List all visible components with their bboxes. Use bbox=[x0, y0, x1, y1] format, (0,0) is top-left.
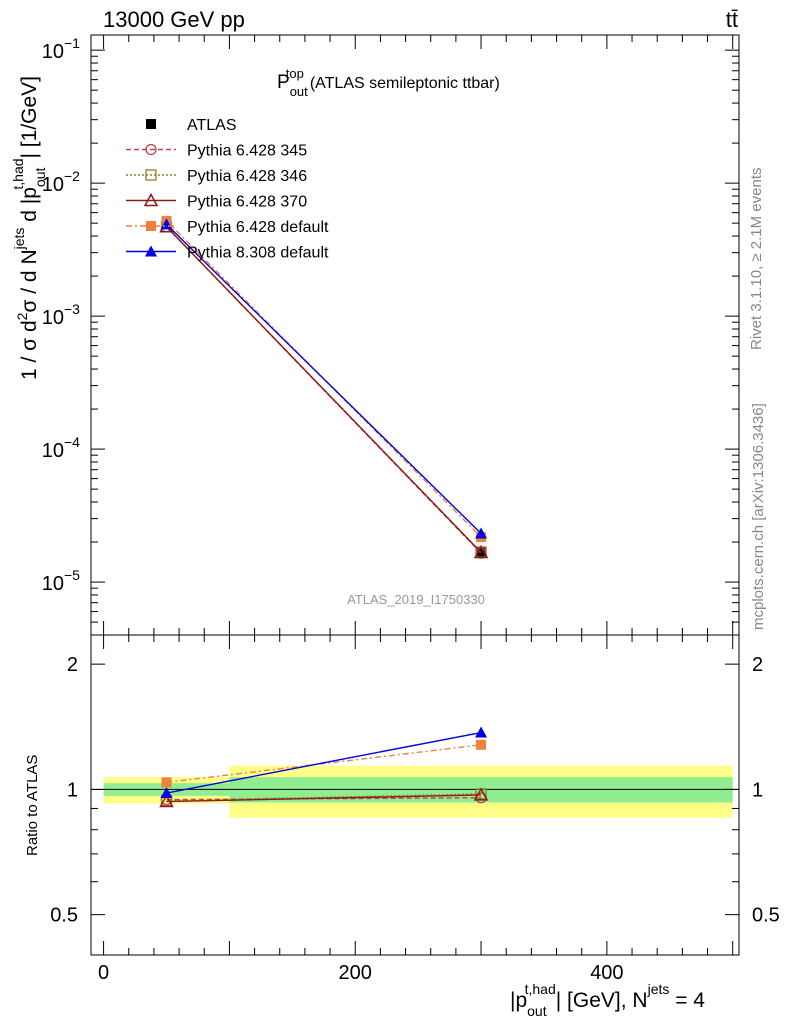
main-series-line-3 bbox=[165, 226, 482, 553]
title-superscript: top bbox=[286, 66, 304, 81]
y-tick-label: 10 bbox=[42, 440, 64, 462]
main-series-line-5 bbox=[166, 223, 482, 534]
ratio-point-4 bbox=[160, 787, 173, 799]
x-tick-label: 400 bbox=[590, 962, 623, 984]
ratio-y-tick-label-left: 2 bbox=[67, 654, 78, 676]
svg-text:|poutt,had| [GeV], Njets = 4: |poutt,had| [GeV], Njets = 4 bbox=[510, 981, 705, 1019]
ratio-y-tick-label-left: 1 bbox=[67, 779, 78, 801]
ratio-y-tick-label-right: 2 bbox=[752, 654, 763, 676]
ratio-plot-frame bbox=[90, 634, 740, 956]
legend-label-0: ATLAS bbox=[187, 117, 237, 134]
main-point-5 bbox=[475, 527, 488, 539]
y-tick-label: 10 bbox=[42, 573, 64, 595]
ratio-y-tick-label-right: 1 bbox=[752, 779, 763, 801]
ratio-series-line-1 bbox=[166, 793, 482, 802]
y-tick-exponent: −3 bbox=[64, 301, 80, 317]
rivet-label: Rivet 3.1.10, ≥ 2.1M events bbox=[748, 168, 765, 351]
legend-marker-2 bbox=[145, 169, 157, 181]
ratio-uncertainty-bands bbox=[103, 765, 733, 818]
legend-label-4: Pythia 6.428 default bbox=[187, 219, 329, 236]
main-series-line-4 bbox=[165, 220, 482, 538]
y-tick-exponent: −5 bbox=[64, 567, 80, 583]
svg-text:1 / σ d2σ / d Njets d |poutt,h: 1 / σ d2σ / d Njets d |poutt,had| [1/GeV… bbox=[10, 76, 48, 380]
x-axis-label: |poutt,had| [GeV], Njets = 4 bbox=[510, 981, 705, 1019]
main-y-axis-label: 1 / σ d2σ / d Njets d |poutt,had| [1/GeV… bbox=[10, 76, 48, 380]
legend-label-2: Pythia 6.428 346 bbox=[187, 168, 307, 185]
ratio-point-3 bbox=[161, 777, 172, 788]
y-tick-label: 10 bbox=[42, 307, 64, 329]
legend-label-1: Pythia 6.428 345 bbox=[187, 143, 307, 160]
legend-marker-0 bbox=[146, 119, 156, 129]
x-tick-label: 200 bbox=[339, 962, 372, 984]
ratio-y-axis-label: Ratio to ATLAS bbox=[24, 755, 41, 856]
y-tick-label: 10 bbox=[42, 41, 64, 63]
ratio-series-line-4 bbox=[166, 731, 482, 794]
process-label: tt̄ bbox=[726, 7, 738, 32]
ratio-y-tick-label-right: 0.5 bbox=[752, 905, 780, 927]
ratio-series-line-3 bbox=[166, 744, 482, 784]
legend-marker-1 bbox=[145, 143, 157, 156]
y-tick-exponent: −4 bbox=[64, 434, 80, 450]
y-tick-exponent: −1 bbox=[64, 35, 80, 51]
main-axes: 10−510−410−310−210−1 bbox=[42, 35, 739, 636]
ratio-point-4 bbox=[475, 726, 488, 738]
ratio-point-2 bbox=[473, 787, 489, 801]
analysis-watermark: ATLAS_2019_I1750330 bbox=[347, 592, 485, 607]
y-tick-exponent: −2 bbox=[64, 168, 80, 184]
mcplots-label: mcplots.cern.ch [arXiv:1306.3436] bbox=[750, 403, 767, 630]
ratio-series bbox=[159, 726, 489, 808]
title-subscript: out bbox=[290, 84, 308, 99]
ratio-point-2 bbox=[159, 793, 174, 808]
main-series bbox=[159, 215, 489, 559]
legend-marker-4 bbox=[146, 221, 156, 231]
legend: ATLAS Pythia 6.428 345 Pythia 6.428 346 Pyt… bbox=[126, 117, 329, 262]
ratio-series-line-2 bbox=[166, 794, 482, 803]
ratio-point-3 bbox=[476, 739, 487, 750]
plot-title: Pout top (ATLAS semileptonic ttbar) bbox=[277, 66, 500, 99]
legend-marker-3 bbox=[143, 192, 159, 207]
legend-label-3: Pythia 6.428 370 bbox=[187, 194, 307, 211]
x-tick-label: 0 bbox=[98, 962, 109, 984]
title-symbol: P bbox=[277, 72, 290, 93]
y-tick-label: 10 bbox=[42, 174, 64, 196]
main-point-3 bbox=[473, 544, 489, 559]
ratio-axes: 0.5 0.5 1 1 2 2 0 200 400 bbox=[50, 635, 780, 984]
title-text: (ATLAS semileptonic ttbar) bbox=[310, 75, 500, 92]
ratio-y-tick-label-left: 0.5 bbox=[50, 905, 78, 927]
energy-label: 13000 GeV pp bbox=[103, 7, 245, 32]
legend-label-5: Pythia 8.308 default bbox=[187, 245, 329, 262]
legend-marker-5 bbox=[145, 245, 157, 257]
